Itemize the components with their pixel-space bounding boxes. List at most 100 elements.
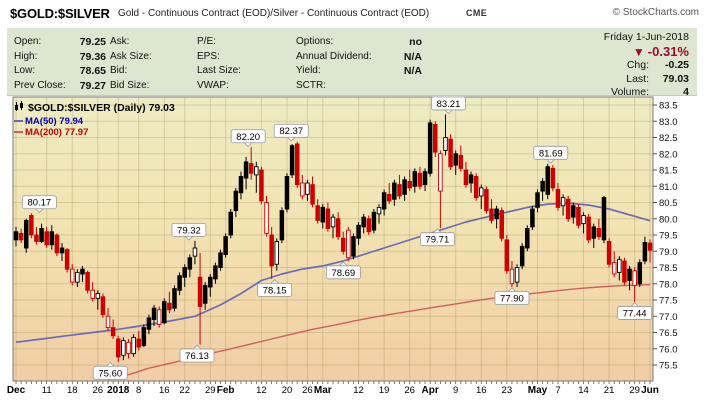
candle [596, 218, 602, 240]
candle [192, 240, 198, 265]
stockcharts-copyright-link[interactable]: © StockCharts.com [612, 7, 699, 18]
candle [223, 233, 228, 258]
candle [131, 334, 136, 357]
y-axis-tick-label: 80.5 [659, 198, 678, 209]
candle [550, 165, 556, 192]
candle [494, 205, 499, 229]
quote-value: N/A [403, 50, 422, 63]
candle [402, 176, 407, 201]
candle [213, 262, 218, 284]
candle [371, 209, 377, 234]
quote-field: VWAP: [197, 79, 293, 94]
quote-field: Bid Size: [110, 79, 192, 94]
candle [545, 163, 550, 200]
quote-label: P/E: [197, 36, 216, 47]
quote-panel: Open: 79.25 High: 79.36 Low: 78.65 Prev Close:… [7, 28, 697, 98]
candle [141, 324, 147, 348]
quote-field: Ask: [110, 35, 192, 50]
candle [458, 145, 464, 172]
candle [346, 226, 351, 262]
quote-column: Open: 79.25 High: 79.36 Low: 78.65 Prev Close:… [14, 35, 106, 93]
volume-label: Volume: [611, 86, 649, 98]
quote-label: Prev Close: [14, 79, 66, 91]
candle [433, 121, 438, 157]
candle [448, 134, 453, 170]
quote-date: Friday 1-Jun-2018 [603, 31, 689, 43]
candle [525, 225, 530, 252]
quote-field: P/E: [197, 35, 293, 50]
candle [489, 199, 494, 224]
symbol-description: Gold - Continuous Contract (EOD)/Silver … [118, 8, 430, 19]
candle [243, 157, 249, 190]
y-axis-tick-label: 78.5 [659, 263, 678, 274]
candle [422, 168, 428, 192]
candle [376, 204, 382, 224]
price-callout: 79.32 [171, 222, 207, 241]
quote-value: 79.25 [79, 36, 106, 48]
price-callout: 75.60 [92, 362, 128, 380]
y-axis-tick-label: 83.0 [659, 117, 678, 128]
y-axis-tick-label: 78.0 [659, 279, 678, 290]
candle [555, 183, 561, 211]
candle [294, 141, 300, 188]
candle [468, 171, 474, 193]
ma200-line-swatch [14, 131, 23, 133]
candle [29, 213, 34, 239]
y-axis-tick-label: 81.0 [659, 182, 678, 193]
quote-label: Annual Dividend: [296, 50, 372, 62]
quote-label: Options: [296, 36, 334, 47]
x-axis-tick-label: 26 [302, 385, 313, 396]
candle [565, 196, 571, 222]
x-axis-tick-label: 14 [578, 385, 589, 396]
candle [39, 223, 44, 244]
quote-label: Ask: [110, 36, 130, 47]
candle [356, 222, 361, 245]
price-callout: 76.13 [179, 344, 215, 363]
y-axis-tick-label: 82.5 [659, 133, 678, 144]
quote-field: Annual Dividend: N/A [296, 50, 422, 65]
svg-text:77.90: 77.90 [500, 294, 524, 305]
chart-area: 83.5 83.0 82.5 82.0 81.5 81.0 80.5 80.0 79.5 79.0… [0, 96, 709, 405]
chart-header: $GOLD:$SILVER Gold - Continuous Contract… [0, 0, 709, 27]
y-axis-tick-label: 82.0 [659, 149, 678, 160]
candle [126, 339, 131, 359]
candle [197, 252, 203, 345]
legend-symbol-row: $GOLD:$SILVER (Daily) 79.03 [14, 101, 175, 116]
x-axis-tick-label: 23 [502, 385, 513, 396]
candle [484, 186, 489, 214]
quote-column: Options: no Annual Dividend: N/A Yield: N/A SC… [296, 35, 422, 93]
quote-label: Bid: [110, 65, 128, 76]
x-axis-tick-label: 7 [555, 385, 560, 396]
candles [13, 114, 653, 362]
quote-value: 78.65 [79, 65, 106, 77]
change-value: -0.25 [665, 59, 689, 71]
quote-label: Open: [14, 36, 42, 47]
candle [64, 248, 70, 273]
candle [274, 238, 280, 271]
y-axis-tick-label: 77.5 [659, 296, 678, 307]
quote-label: Low: [14, 65, 36, 76]
candle [642, 236, 648, 265]
x-axis-tick-label: Jun [641, 385, 659, 396]
change-row: Chg: -0.25 [539, 59, 689, 73]
price-callout: 80.17 [21, 195, 57, 213]
candle [320, 204, 326, 229]
candlestick-chart-icon [14, 101, 25, 116]
y-axis-tick-label: 77.0 [659, 312, 678, 323]
quote-column: Ask: Ask Size: Bid: Bid Size: [110, 35, 192, 93]
candle [90, 282, 95, 302]
candle [105, 308, 111, 331]
candle [95, 290, 101, 310]
svg-text:78.69: 78.69 [331, 268, 355, 279]
candle [325, 202, 331, 232]
quote-label: SCTR: [296, 79, 326, 91]
candle [361, 213, 366, 234]
candle [116, 335, 121, 362]
candle [381, 189, 387, 216]
candle [23, 218, 29, 253]
daily-tick-marks [15, 381, 651, 384]
candle [627, 265, 632, 291]
svg-text:80.17: 80.17 [27, 198, 51, 209]
candle [386, 183, 392, 205]
candle [172, 285, 177, 312]
